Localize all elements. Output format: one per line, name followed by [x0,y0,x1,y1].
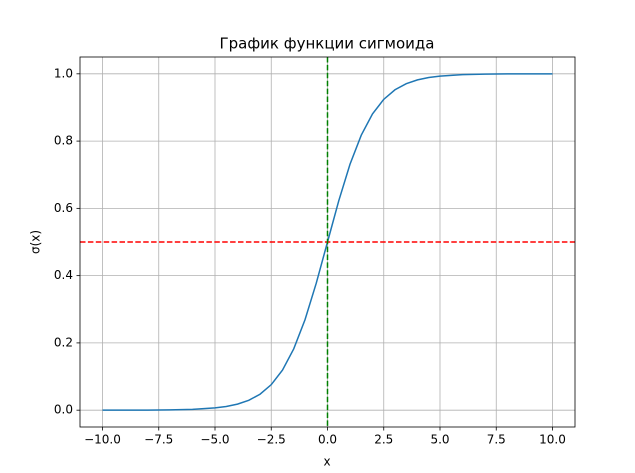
chart-title: График функции сигмоида [220,35,435,53]
x-tick-label: −2.5 [257,433,286,447]
x-axis-label: x [323,455,330,469]
x-tick-label: −7.5 [144,433,173,447]
plot-frame [79,56,576,428]
y-tick-label: 1.0 [54,66,73,80]
x-tick-label: 5.0 [430,433,449,447]
y-tick-label: 0.4 [54,268,73,282]
x-tick-label: 7.5 [487,433,506,447]
y-tick-label: 0.0 [54,403,73,417]
x-tick-label: 0.0 [318,433,337,447]
x-tick-label: 10.0 [539,433,566,447]
y-axis-label: σ(x) [29,230,43,254]
y-tick-label: 0.6 [54,201,73,215]
y-tick-label: 0.2 [54,335,73,349]
x-tick-label: −5.0 [200,433,229,447]
x-tick-label: −10.0 [84,433,121,447]
y-tick-label: 0.8 [54,134,73,148]
x-tick-label: 2.5 [374,433,393,447]
